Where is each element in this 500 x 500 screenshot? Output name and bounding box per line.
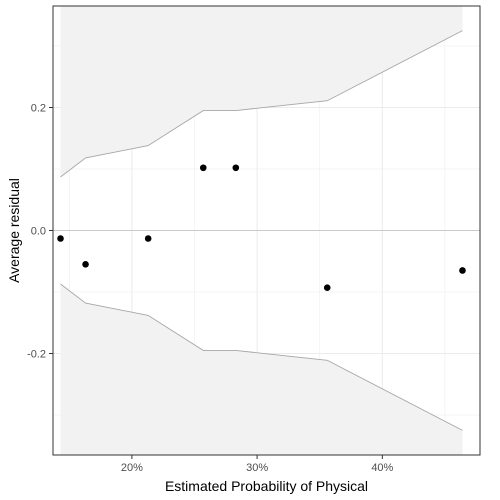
x-tick-label: 40% <box>371 462 393 474</box>
y-axis-title: Average residual <box>6 178 22 283</box>
y-tick-label: 0.0 <box>31 226 46 238</box>
data-point <box>200 164 207 171</box>
y-tick-label: -0.2 <box>27 349 46 361</box>
data-point <box>324 284 331 291</box>
data-point <box>233 164 240 171</box>
data-point <box>82 261 89 268</box>
x-axis-title: Estimated Probability of Physical <box>165 478 368 494</box>
y-tick-label: 0.2 <box>31 102 46 114</box>
data-point <box>57 235 64 242</box>
x-tick-label: 30% <box>246 462 268 474</box>
data-point <box>459 267 466 274</box>
data-point <box>145 235 152 242</box>
x-tick-label: 20% <box>121 462 143 474</box>
